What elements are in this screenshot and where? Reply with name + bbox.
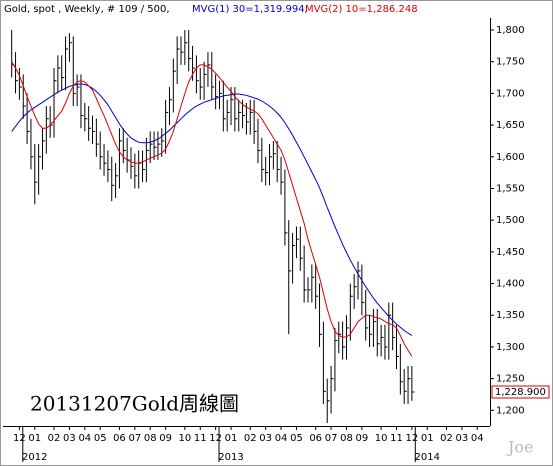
x-tick-label: 05 xyxy=(290,433,303,444)
x-tick-label: 11 xyxy=(194,433,207,444)
year-label: 2012 xyxy=(22,452,47,463)
x-tick-label: 12 xyxy=(406,433,419,444)
x-tick-label: 01 xyxy=(28,433,41,444)
annotation: 20131207Gold周線圖 xyxy=(30,392,239,416)
x-tick-label: 04 xyxy=(471,433,484,444)
moving-average xyxy=(11,61,413,357)
x-tick-label: 08 xyxy=(144,433,157,444)
year-label: 2014 xyxy=(415,452,440,463)
x-tick-label: 01 xyxy=(421,433,434,444)
x-tick-label: 12 xyxy=(209,433,222,444)
y-tick-label: 1,500 xyxy=(496,215,525,226)
x-tick-label: 12 xyxy=(13,433,26,444)
x-tick-label: 03 xyxy=(259,433,272,444)
x-tick-label: 03 xyxy=(63,433,76,444)
watermark: Joe xyxy=(506,438,534,457)
x-tick-label: 04 xyxy=(78,433,91,444)
y-tick-label: 1,800 xyxy=(496,25,525,36)
x-tick-label: 03 xyxy=(456,433,469,444)
x-tick-label: 10 xyxy=(375,433,388,444)
x-tick-label: 02 xyxy=(440,433,453,444)
y-tick-label: 1,750 xyxy=(496,57,525,68)
y-tick-label: 1,650 xyxy=(496,120,525,131)
last-price-label: 1,228.900 xyxy=(495,387,546,398)
y-tick-label: 1,400 xyxy=(496,279,525,290)
y-tick-label: 1,200 xyxy=(496,405,525,416)
x-tick-label: 10 xyxy=(178,433,191,444)
x-tick-label: 09 xyxy=(355,433,368,444)
x-tick-label: 09 xyxy=(159,433,172,444)
y-tick-label: 1,350 xyxy=(496,310,525,321)
moving-average xyxy=(11,83,413,336)
y-tick-label: 1,250 xyxy=(496,374,525,385)
x-tick-label: 07 xyxy=(325,433,338,444)
x-tick-label: 11 xyxy=(390,433,403,444)
x-tick-label: 02 xyxy=(244,433,257,444)
y-tick-label: 1,450 xyxy=(496,247,525,258)
y-tick-label: 1,700 xyxy=(496,88,525,99)
x-tick-label: 01 xyxy=(225,433,238,444)
x-tick-label: 04 xyxy=(275,433,288,444)
y-tick-label: 1,300 xyxy=(496,342,525,353)
year-label: 2013 xyxy=(218,452,243,463)
legend-entry: MVG(2) 10=1,286.248 xyxy=(305,4,418,15)
x-tick-label: 02 xyxy=(48,433,61,444)
legend-entry: MVG(1) 30=1,319.994, xyxy=(192,4,308,15)
chart-title: Gold, spot , Weekly, # 109 / 500, xyxy=(4,4,170,15)
last-price-box xyxy=(491,385,550,399)
x-tick-label: 06 xyxy=(309,433,322,444)
x-tick-label: 08 xyxy=(340,433,353,444)
y-tick-label: 1,550 xyxy=(496,183,525,194)
x-tick-label: 05 xyxy=(94,433,107,444)
x-tick-label: 06 xyxy=(113,433,126,444)
x-tick-label: 07 xyxy=(128,433,141,444)
y-tick-label: 1,600 xyxy=(496,152,525,163)
